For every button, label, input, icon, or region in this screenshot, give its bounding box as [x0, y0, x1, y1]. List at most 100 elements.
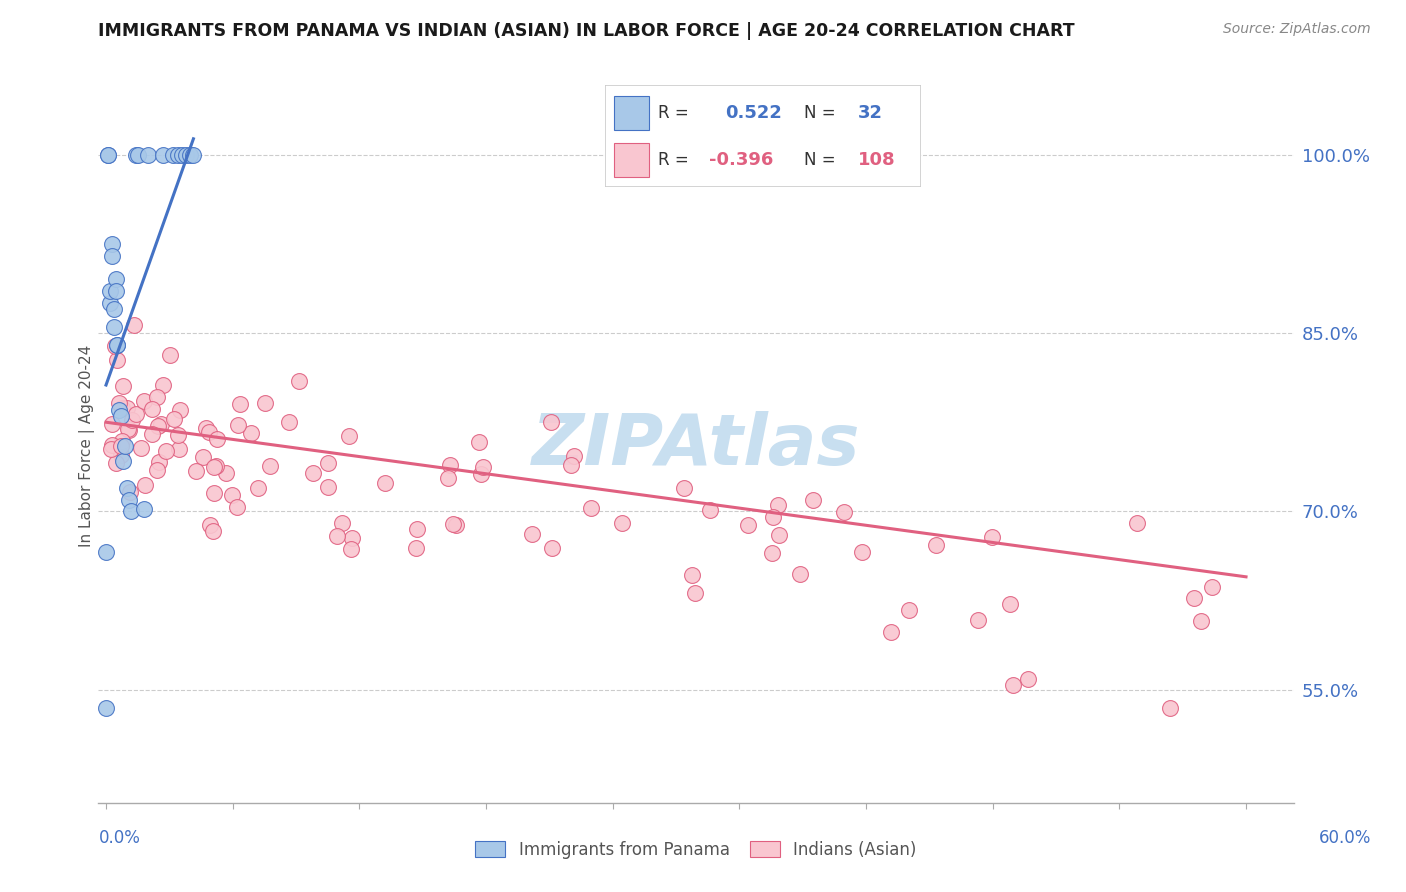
Legend: Immigrants from Panama, Indians (Asian): Immigrants from Panama, Indians (Asian): [468, 835, 924, 866]
Point: [228, 417, 250, 432]
Point: [470, 467, 492, 481]
Text: 0.0%: 0.0%: [98, 829, 141, 847]
Point: [925, 538, 948, 552]
Text: 0.522: 0.522: [725, 104, 782, 122]
Point: [136, 147, 159, 161]
Point: [183, 147, 205, 161]
Point: [302, 467, 325, 481]
Point: [278, 415, 301, 429]
Point: [100, 442, 122, 456]
Point: [337, 429, 360, 443]
Point: [768, 528, 790, 542]
Point: [1002, 678, 1025, 692]
Point: [683, 585, 706, 599]
Point: [98, 296, 121, 310]
Text: -0.396: -0.396: [709, 151, 773, 169]
Point: [316, 480, 339, 494]
Point: [520, 526, 543, 541]
Text: R =: R =: [658, 151, 689, 169]
Point: [980, 530, 1002, 544]
Point: [170, 147, 193, 161]
Point: [967, 613, 990, 627]
Point: [194, 421, 217, 435]
Point: [202, 459, 225, 474]
Point: [179, 147, 201, 161]
Point: [110, 449, 132, 463]
Point: [851, 545, 873, 559]
Point: [472, 459, 495, 474]
Point: [832, 505, 855, 519]
Point: [198, 425, 221, 439]
Text: Source: ZipAtlas.com: Source: ZipAtlas.com: [1223, 22, 1371, 37]
Point: [108, 395, 131, 409]
Point: [120, 504, 142, 518]
Point: [163, 411, 186, 425]
Point: [97, 147, 120, 161]
Point: [127, 147, 149, 161]
Point: [339, 542, 361, 557]
Point: [766, 498, 789, 512]
Point: [104, 339, 127, 353]
Point: [145, 463, 167, 477]
Text: 60.0%: 60.0%: [1319, 829, 1371, 847]
Point: [247, 481, 270, 495]
Point: [152, 378, 174, 392]
Point: [342, 531, 364, 545]
Point: [167, 147, 190, 161]
Point: [169, 403, 191, 417]
Point: [1159, 701, 1181, 715]
Point: [998, 597, 1021, 611]
Point: [107, 338, 129, 352]
Point: [204, 486, 226, 500]
Point: [214, 466, 236, 480]
Point: [111, 434, 134, 448]
Point: [110, 439, 132, 453]
Point: [1182, 591, 1205, 605]
Point: [100, 417, 122, 431]
Point: [1189, 614, 1212, 628]
Point: [225, 500, 247, 515]
Point: [672, 481, 695, 495]
Point: [105, 352, 128, 367]
Point: [540, 415, 562, 429]
Text: 108: 108: [858, 151, 896, 169]
Point: [162, 147, 184, 161]
Point: [761, 546, 783, 560]
Point: [152, 147, 174, 161]
Point: [97, 147, 120, 161]
Point: [94, 545, 117, 559]
Point: [132, 502, 155, 516]
Point: [114, 439, 136, 453]
Point: [762, 510, 785, 524]
Point: [100, 437, 122, 451]
Point: [103, 302, 125, 317]
Point: [167, 442, 190, 456]
Point: [115, 401, 138, 416]
Point: [98, 285, 121, 299]
Point: [229, 397, 252, 411]
Point: [166, 427, 188, 442]
Point: [111, 401, 134, 416]
Point: [112, 379, 135, 393]
Point: [125, 407, 148, 421]
Point: [146, 390, 169, 404]
Point: [259, 458, 281, 473]
Point: [468, 434, 491, 449]
Point: [112, 454, 135, 468]
Point: [107, 338, 129, 352]
Point: [699, 503, 721, 517]
Point: [374, 476, 396, 491]
Point: [141, 401, 163, 416]
Point: [437, 471, 460, 485]
Point: [134, 393, 156, 408]
Point: [1017, 672, 1039, 686]
Point: [221, 487, 243, 501]
Point: [801, 492, 824, 507]
Text: N =: N =: [804, 104, 835, 122]
Point: [146, 419, 169, 434]
Point: [108, 403, 131, 417]
Point: [439, 458, 461, 473]
FancyBboxPatch shape: [605, 85, 921, 187]
Point: [115, 481, 138, 495]
Point: [288, 374, 311, 388]
